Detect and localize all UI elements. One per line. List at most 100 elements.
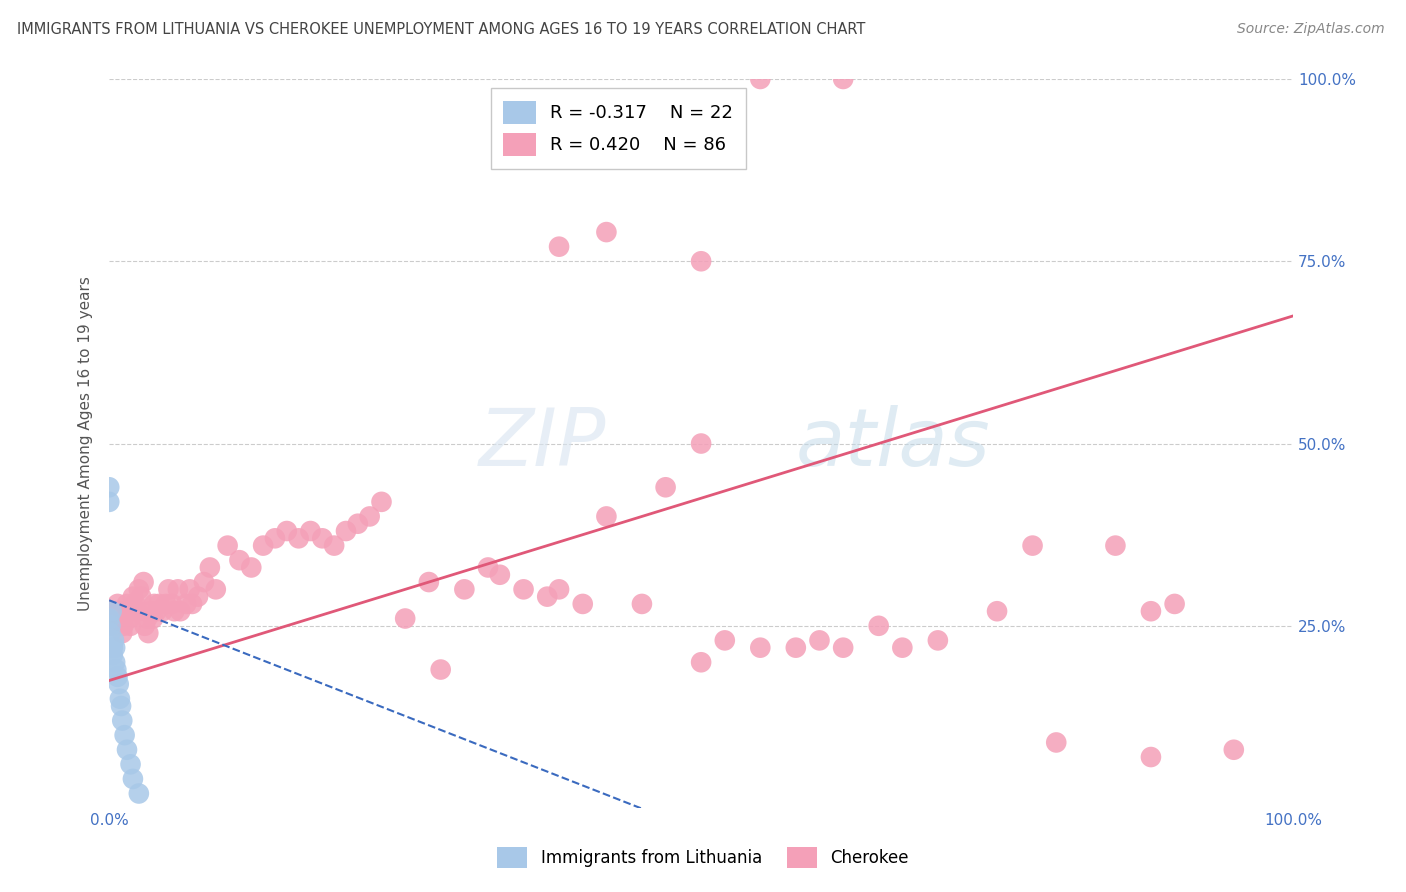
Text: Source: ZipAtlas.com: Source: ZipAtlas.com — [1237, 22, 1385, 37]
Point — [145, 604, 167, 618]
Point — [139, 604, 162, 618]
Point — [114, 604, 136, 618]
Point — [287, 531, 309, 545]
Point — [129, 590, 152, 604]
Point — [101, 648, 124, 662]
Point — [311, 531, 333, 545]
Point — [98, 611, 121, 625]
Point — [690, 655, 713, 669]
Point — [299, 524, 322, 538]
Point — [986, 604, 1008, 618]
Point — [489, 567, 512, 582]
Point — [152, 604, 174, 618]
Point — [1021, 539, 1043, 553]
Point — [157, 582, 180, 597]
Point — [110, 698, 132, 713]
Point — [713, 633, 735, 648]
Point — [148, 597, 170, 611]
Point — [132, 575, 155, 590]
Point — [98, 604, 121, 618]
Point — [174, 597, 197, 611]
Point — [785, 640, 807, 655]
Text: ZIP: ZIP — [479, 405, 606, 483]
Point — [595, 225, 617, 239]
Point — [107, 670, 129, 684]
Point — [98, 480, 121, 494]
Point — [749, 72, 772, 87]
Point — [100, 619, 122, 633]
Point — [654, 480, 676, 494]
Point — [891, 640, 914, 655]
Point — [335, 524, 357, 538]
Point — [187, 590, 209, 604]
Point — [832, 72, 855, 87]
Point — [120, 757, 142, 772]
Point — [347, 516, 370, 531]
Point — [142, 611, 165, 625]
Point — [690, 254, 713, 268]
Point — [122, 772, 145, 786]
Point — [276, 524, 298, 538]
Point — [204, 582, 226, 597]
Point — [128, 787, 150, 801]
Point — [104, 640, 127, 655]
Point — [115, 743, 138, 757]
Point — [240, 560, 263, 574]
Point — [868, 619, 890, 633]
Point — [124, 597, 146, 611]
Point — [111, 714, 134, 728]
Point — [394, 611, 416, 625]
Point — [111, 626, 134, 640]
Point — [169, 604, 191, 618]
Point — [571, 597, 593, 611]
Point — [548, 240, 571, 254]
Point — [98, 495, 121, 509]
Point — [808, 633, 831, 648]
Point — [160, 597, 183, 611]
Point — [1104, 539, 1126, 553]
Point — [128, 582, 150, 597]
Point — [832, 640, 855, 655]
Point — [193, 575, 215, 590]
Point — [453, 582, 475, 597]
Point — [114, 728, 136, 742]
Point — [690, 436, 713, 450]
Legend: Immigrants from Lithuania, Cherokee: Immigrants from Lithuania, Cherokee — [491, 840, 915, 875]
Point — [631, 597, 654, 611]
Point — [136, 611, 159, 625]
Point — [163, 604, 186, 618]
Point — [228, 553, 250, 567]
Point — [181, 597, 204, 611]
Point — [103, 633, 125, 648]
Point — [536, 590, 558, 604]
Point — [100, 626, 122, 640]
Point — [134, 619, 156, 633]
Point — [107, 604, 129, 618]
Point — [1140, 750, 1163, 764]
Text: atlas: atlas — [796, 405, 991, 483]
Point — [121, 604, 143, 618]
Point — [112, 619, 135, 633]
Point — [104, 655, 127, 669]
Point — [359, 509, 381, 524]
Point — [101, 619, 124, 633]
Point — [104, 611, 127, 625]
Point — [136, 626, 159, 640]
Point — [548, 582, 571, 597]
Point — [927, 633, 949, 648]
Point — [167, 582, 190, 597]
Point — [155, 597, 177, 611]
Point — [1140, 604, 1163, 618]
Point — [1163, 597, 1185, 611]
Point — [107, 677, 129, 691]
Point — [105, 663, 128, 677]
Point — [100, 604, 122, 618]
Text: IMMIGRANTS FROM LITHUANIA VS CHEROKEE UNEMPLOYMENT AMONG AGES 16 TO 19 YEARS COR: IMMIGRANTS FROM LITHUANIA VS CHEROKEE UN… — [17, 22, 865, 37]
Point — [179, 582, 201, 597]
Point — [107, 597, 129, 611]
Point — [143, 597, 166, 611]
Point — [1045, 735, 1067, 749]
Point — [117, 604, 139, 618]
Point — [429, 663, 451, 677]
Point — [101, 640, 124, 655]
